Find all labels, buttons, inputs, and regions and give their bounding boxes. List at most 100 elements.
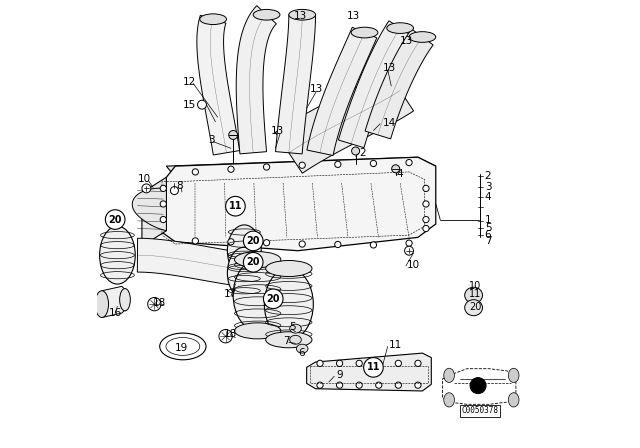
Circle shape [228,166,234,172]
Circle shape [243,253,263,272]
Text: 13: 13 [400,35,413,46]
Text: 4: 4 [397,169,403,179]
Text: 11: 11 [228,201,242,211]
Text: 11: 11 [469,289,481,299]
Text: 12: 12 [183,78,196,87]
Text: 5: 5 [484,223,492,233]
Ellipse shape [95,291,109,318]
Circle shape [160,216,166,223]
Circle shape [299,162,305,168]
Circle shape [415,382,421,388]
Circle shape [264,289,283,309]
Circle shape [142,184,151,193]
Circle shape [335,161,341,168]
Polygon shape [307,27,377,155]
Text: 20: 20 [469,302,481,312]
Ellipse shape [234,252,281,267]
Circle shape [415,360,421,366]
Circle shape [364,358,383,377]
Circle shape [243,231,263,251]
Text: C0050378: C0050378 [462,406,499,415]
Polygon shape [138,238,238,285]
Bar [310,366,428,383]
Circle shape [356,382,362,388]
Text: 2: 2 [359,148,366,158]
Circle shape [160,185,166,191]
Text: 6: 6 [484,230,492,240]
Ellipse shape [266,332,312,348]
Polygon shape [236,6,276,154]
Ellipse shape [227,225,261,276]
Ellipse shape [508,368,519,383]
Text: 14: 14 [382,118,396,129]
Text: 5: 5 [289,322,296,332]
Circle shape [335,241,341,248]
Polygon shape [102,286,126,318]
Circle shape [192,169,198,175]
Text: 11: 11 [389,340,403,350]
Polygon shape [166,157,436,177]
Ellipse shape [409,32,436,43]
Ellipse shape [387,23,413,34]
Circle shape [228,239,234,245]
Circle shape [423,201,429,207]
Ellipse shape [465,300,483,316]
Text: 13: 13 [271,126,284,136]
Circle shape [160,201,166,207]
Text: 13: 13 [310,84,323,94]
Text: 6: 6 [299,348,305,358]
Text: 20: 20 [246,257,260,267]
Circle shape [148,297,161,311]
Circle shape [423,216,429,223]
Text: 10: 10 [469,281,481,291]
Circle shape [423,225,429,232]
Text: 3: 3 [484,181,492,192]
Text: 13: 13 [382,63,396,73]
Circle shape [423,185,429,191]
Circle shape [396,382,401,388]
Ellipse shape [290,335,301,344]
Circle shape [337,360,342,366]
Circle shape [392,165,400,173]
Text: 10: 10 [138,174,150,185]
Circle shape [317,382,323,388]
Polygon shape [275,70,413,173]
Circle shape [371,242,376,248]
Text: 13: 13 [293,11,307,21]
Text: 13: 13 [347,11,360,21]
Ellipse shape [233,260,282,331]
Ellipse shape [234,323,281,339]
Circle shape [264,164,269,170]
Text: 18: 18 [224,329,237,340]
Circle shape [406,159,412,166]
Ellipse shape [465,287,483,303]
Ellipse shape [289,9,316,20]
Circle shape [371,160,376,167]
Ellipse shape [266,260,312,276]
Circle shape [356,360,362,366]
Ellipse shape [290,324,301,333]
Circle shape [396,360,401,366]
Text: 11: 11 [367,362,380,372]
Text: 16: 16 [109,308,122,318]
Circle shape [376,360,382,366]
Ellipse shape [100,226,135,284]
Text: 20: 20 [108,215,122,224]
Circle shape [192,238,198,244]
Text: 18: 18 [153,298,166,308]
Text: 19: 19 [175,343,188,353]
Ellipse shape [444,393,454,407]
Ellipse shape [264,268,314,340]
Circle shape [219,330,232,343]
Polygon shape [132,188,166,231]
Circle shape [317,360,323,366]
Circle shape [406,240,412,246]
Text: 4: 4 [484,192,492,202]
Polygon shape [442,369,516,404]
Text: 17: 17 [224,289,237,299]
Ellipse shape [508,393,519,407]
Text: 9: 9 [336,370,342,380]
Ellipse shape [198,100,207,109]
Polygon shape [276,15,316,154]
Polygon shape [365,29,433,139]
